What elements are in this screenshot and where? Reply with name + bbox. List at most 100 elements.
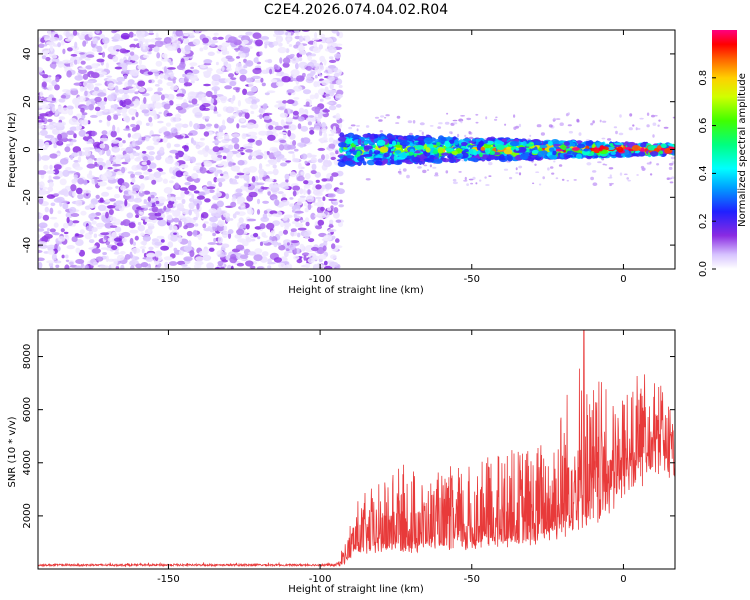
heatmap-cell [127, 133, 131, 138]
heatmap-cell [52, 176, 61, 180]
heatmap-cell [197, 235, 202, 241]
heatmap-cell [425, 147, 431, 153]
heatmap-cell [463, 179, 468, 182]
heatmap-cell [398, 172, 402, 175]
heatmap-cell [573, 179, 577, 181]
heatmap-cell [70, 88, 78, 91]
heatmap-cell [248, 82, 254, 88]
heatmap-cell [335, 104, 342, 108]
heatmap-cell [522, 141, 527, 147]
heatmap-cell [72, 30, 78, 36]
heatmap-cell [311, 246, 319, 252]
heatmap-cell [189, 62, 198, 67]
heatmap-cell [224, 138, 233, 141]
heatmap-cell [232, 94, 236, 101]
heatmap-cell [278, 106, 286, 111]
heatmap-cell [660, 143, 667, 148]
heatmap-cell [597, 161, 602, 164]
heatmap-cell [166, 214, 173, 221]
heatmap-cell [289, 171, 297, 178]
heatmap-cell [154, 241, 163, 246]
heatmap-cell [70, 184, 77, 192]
heatmap-cell [140, 216, 149, 220]
heatmap-cell [292, 110, 299, 116]
heatmap-cell [287, 130, 292, 137]
heatmap-cell [107, 237, 117, 243]
heatmap-cell [252, 157, 257, 161]
heatmap-cell [220, 173, 224, 177]
heatmap-cell [503, 149, 513, 155]
heatmap-cell [309, 94, 316, 100]
heatmap-cell [138, 58, 142, 66]
heatmap-cell [637, 127, 641, 130]
heatmap-cell [217, 132, 225, 137]
heatmap-cell [132, 33, 137, 37]
heatmap-cell [180, 102, 189, 109]
heatmap-cell [456, 153, 463, 159]
heatmap-cell [256, 182, 265, 186]
heatmap-cell [111, 146, 120, 153]
y-tick-label: 2000 [22, 503, 33, 528]
heatmap-cell [130, 69, 140, 77]
heatmap-cell [143, 97, 147, 104]
heatmap-cell [277, 191, 284, 195]
snr-y-label: SNR (10 * v/v) [7, 416, 18, 487]
heatmap-cell [39, 189, 47, 196]
heatmap-cell [193, 178, 200, 183]
heatmap-cell [216, 178, 226, 183]
heatmap-cell [204, 198, 211, 203]
heatmap-cell [321, 127, 327, 134]
heatmap-cell [567, 124, 572, 127]
heatmap-cell [151, 134, 161, 137]
heatmap-cell [245, 260, 254, 267]
heatmap-cell [62, 169, 70, 177]
heatmap-cell [363, 145, 373, 150]
heatmap-cell [88, 104, 94, 111]
heatmap-cell [105, 62, 109, 69]
heatmap-cell [329, 175, 334, 182]
heatmap-cell [128, 222, 136, 229]
heatmap-cell [229, 256, 238, 264]
heatmap-cell [176, 93, 185, 98]
heatmap-cell [146, 87, 153, 92]
heatmap-cell [135, 145, 141, 150]
heatmap-cell [142, 43, 146, 50]
heatmap-cell [652, 134, 655, 138]
heatmap-cell [339, 132, 345, 138]
heatmap-cell [190, 77, 194, 81]
heatmap-cell [310, 156, 317, 163]
heatmap-cell [223, 212, 231, 218]
heatmap-cell [466, 117, 472, 121]
heatmap-cell [82, 147, 91, 151]
heatmap-cell [324, 265, 333, 269]
heatmap-cell [338, 204, 345, 208]
heatmap-cell [283, 214, 293, 219]
heatmap-cell [354, 146, 364, 151]
heatmap-cell [154, 176, 163, 183]
heatmap-cell [43, 164, 49, 170]
heatmap-cell [281, 76, 291, 83]
heatmap-cell [338, 122, 343, 129]
heatmap-cell [484, 147, 491, 154]
heatmap-cell [252, 32, 262, 39]
heatmap-cell [285, 117, 293, 123]
heatmap-cell [173, 232, 177, 235]
heatmap-cell [245, 31, 254, 36]
heatmap-cell [491, 150, 495, 155]
heatmap-cell [208, 131, 213, 136]
heatmap-cell [195, 256, 204, 262]
heatmap-cell [43, 87, 48, 90]
heatmap-cell [175, 154, 179, 160]
heatmap-cell [163, 74, 169, 80]
heatmap-cell [99, 100, 107, 106]
heatmap-cell [183, 245, 192, 252]
heatmap-cell [133, 38, 139, 42]
heatmap-cell [170, 73, 174, 79]
heatmap-cell [86, 80, 94, 84]
heatmap-cell [215, 61, 219, 66]
heatmap-cell [206, 262, 214, 269]
heatmap-cell [123, 128, 131, 131]
heatmap-cell [286, 144, 296, 150]
heatmap-cell [565, 154, 574, 158]
heatmap-cell [277, 46, 287, 54]
